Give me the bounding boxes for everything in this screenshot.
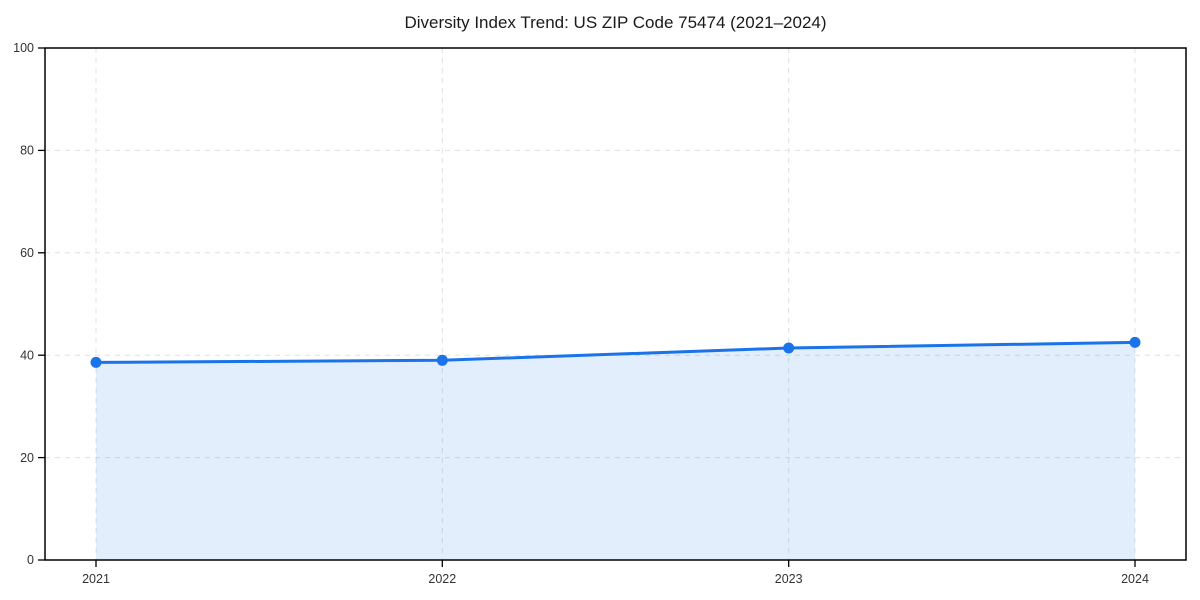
y-tick-label: 40: [20, 348, 34, 362]
x-tick-label: 2021: [82, 572, 110, 586]
y-tick-label: 100: [13, 41, 34, 55]
axis-ticks: 0 20 40 60 80 100 2021 2022 2023 2024: [13, 41, 1149, 586]
data-points: [90, 336, 1141, 368]
x-tick-label: 2023: [775, 572, 803, 586]
area-fill: [96, 342, 1135, 560]
data-point-2022: [436, 354, 448, 366]
plot-frame: [44, 47, 1187, 561]
data-point-2024: [1129, 336, 1141, 348]
y-tick-label: 80: [20, 144, 34, 158]
y-tick-label: 60: [20, 246, 34, 260]
y-tick-label: 20: [20, 451, 34, 465]
y-tick-label: 0: [27, 553, 34, 567]
chart-title: Diversity Index Trend: US ZIP Code 75474…: [404, 13, 827, 32]
trend-line: [94, 340, 1137, 364]
data-point-2021: [90, 356, 102, 368]
x-tick-label: 2022: [428, 572, 456, 586]
x-tick-label: 2024: [1121, 572, 1149, 586]
data-point-2023: [783, 342, 795, 354]
